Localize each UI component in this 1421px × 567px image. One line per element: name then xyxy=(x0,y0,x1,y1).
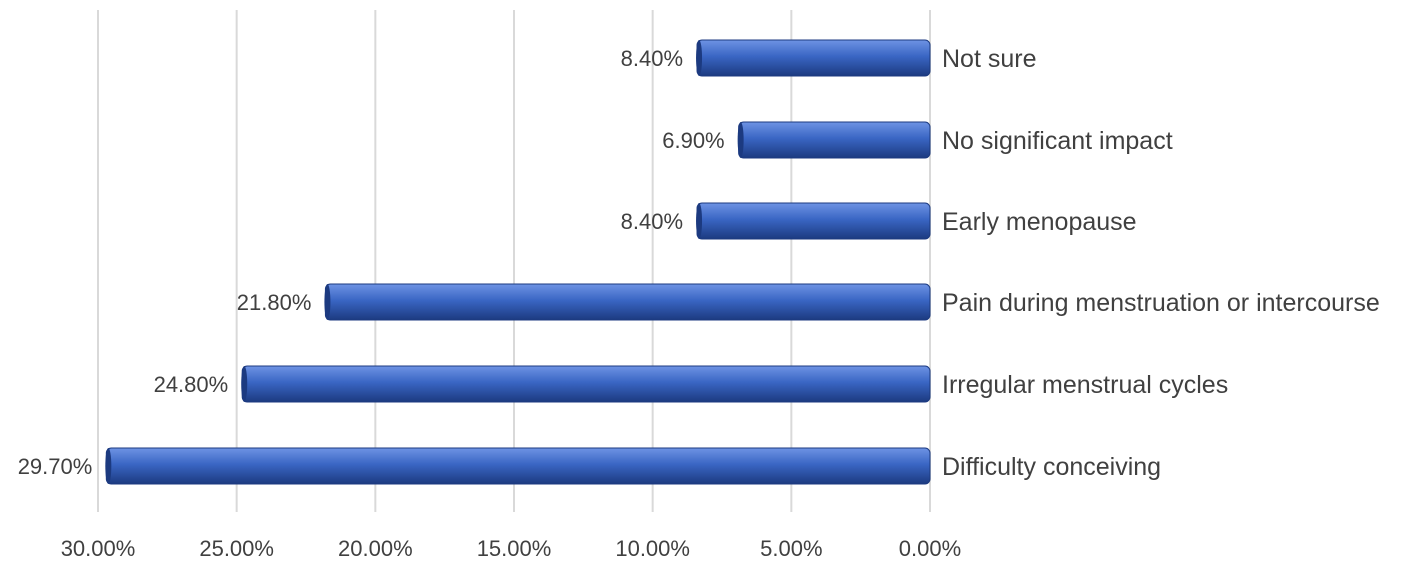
bar-end-cap xyxy=(241,366,248,402)
x-tick-label: 10.00% xyxy=(615,536,690,561)
bar xyxy=(105,447,931,485)
data-label: 29.70% xyxy=(18,454,93,479)
bar-end-cap xyxy=(696,203,703,239)
x-tick-label: 30.00% xyxy=(61,536,136,561)
bar-end-cap xyxy=(105,448,112,484)
x-tick-label: 15.00% xyxy=(477,536,552,561)
bar-end-cap xyxy=(324,284,331,320)
category-label: Irregular menstrual cycles xyxy=(942,371,1228,399)
data-label: 21.80% xyxy=(237,290,312,315)
bar-end-cap xyxy=(696,40,703,76)
bar xyxy=(324,283,931,321)
bar xyxy=(696,202,931,240)
x-axis-tick-labels: 30.00% 25.00% 20.00% 15.00% 10.00% 5.00% 0.00% xyxy=(61,536,962,561)
bar xyxy=(738,121,931,159)
bar-end-cap xyxy=(737,122,744,158)
x-tick-label: 0.00% xyxy=(899,536,961,561)
category-label: Difficulty conceiving xyxy=(942,453,1161,481)
category-labels: Not sure No significant impact Early menop… xyxy=(942,45,1380,481)
data-label: 24.80% xyxy=(154,372,229,397)
category-label: Not sure xyxy=(942,45,1036,73)
bar xyxy=(241,365,931,403)
data-label: 8.40% xyxy=(621,209,683,234)
bars xyxy=(105,39,931,485)
data-label: 8.40% xyxy=(621,46,683,71)
category-label: Early menopause xyxy=(942,208,1137,236)
category-label: No significant impact xyxy=(942,127,1173,155)
data-label: 6.90% xyxy=(662,128,724,153)
category-label: Pain during menstruation or intercourse xyxy=(942,289,1380,317)
bar xyxy=(696,39,931,77)
x-tick-label: 25.00% xyxy=(199,536,274,561)
data-labels: 8.40% 6.90% 8.40% 21.80% 24.80% 29.70% xyxy=(18,46,725,479)
gridlines xyxy=(97,10,931,512)
x-tick-label: 5.00% xyxy=(760,536,822,561)
x-tick-label: 20.00% xyxy=(338,536,413,561)
